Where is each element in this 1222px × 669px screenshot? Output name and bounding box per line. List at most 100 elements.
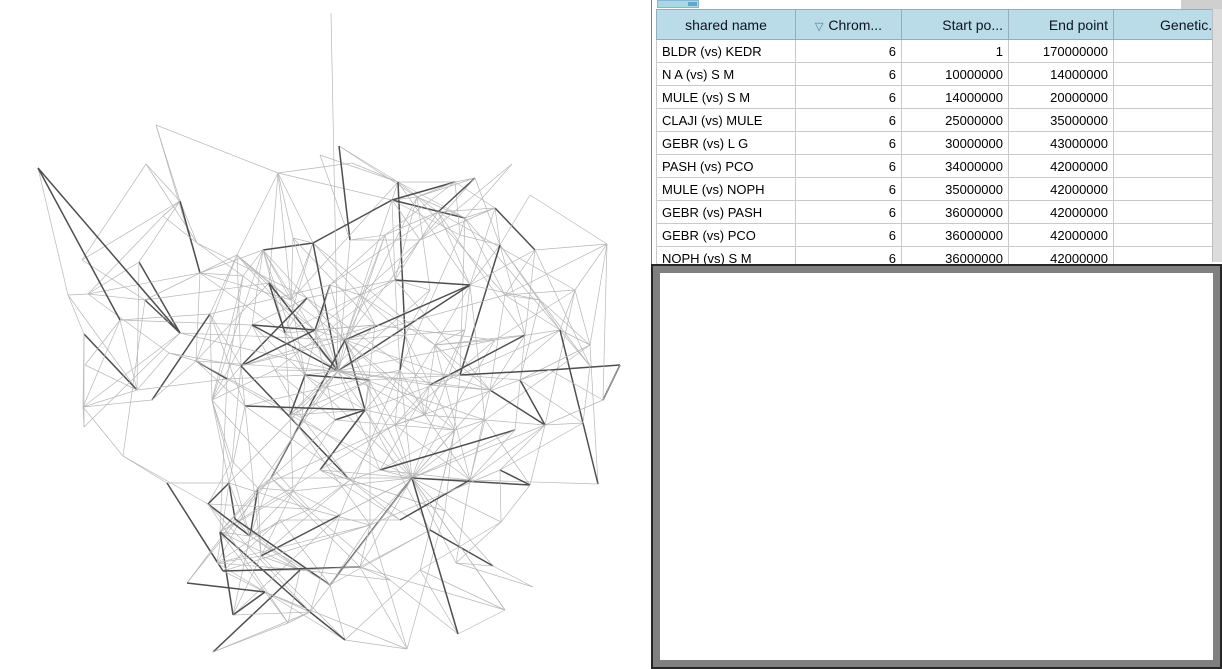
table-cell: 11.4 bbox=[1113, 154, 1222, 178]
network-edge bbox=[304, 374, 366, 411]
table-cell: MULE (vs) S M bbox=[656, 85, 796, 109]
network-edge bbox=[544, 422, 584, 426]
network-edge bbox=[319, 409, 366, 471]
network-edge bbox=[534, 249, 591, 367]
network-edge bbox=[67, 294, 85, 335]
network-edge bbox=[539, 299, 591, 367]
network-edge bbox=[87, 293, 170, 354]
network-edge bbox=[312, 199, 393, 244]
column-header-0[interactable]: shared name bbox=[656, 9, 796, 40]
network-edge bbox=[301, 374, 306, 419]
table-row[interactable]: GEBR (vs) L G6300000004300000016.9 bbox=[656, 131, 1222, 155]
network-edge bbox=[216, 524, 371, 564]
network-edge bbox=[260, 555, 301, 571]
network-edge bbox=[289, 414, 413, 479]
network-edge bbox=[314, 294, 361, 331]
network-edge bbox=[231, 460, 259, 489]
table-row[interactable]: GEBR (vs) PCO636000000420000008.4 bbox=[656, 223, 1222, 247]
network-edge bbox=[270, 417, 303, 479]
network-edge bbox=[469, 479, 599, 485]
network-edge bbox=[186, 477, 272, 584]
network-edge bbox=[349, 469, 381, 481]
network-edge bbox=[419, 569, 459, 635]
network-edge bbox=[419, 429, 456, 571]
network-edge bbox=[242, 275, 316, 331]
network-edge bbox=[411, 477, 457, 564]
network-edge bbox=[519, 344, 591, 381]
table-row[interactable]: BLDR (vs) KEDR61170000000192.0 bbox=[656, 39, 1222, 63]
table-row[interactable]: MULE (vs) NOPH6350000004200000010.5 bbox=[656, 177, 1222, 201]
network-edge bbox=[464, 163, 513, 219]
network-edge bbox=[424, 414, 471, 481]
network-edge bbox=[151, 313, 211, 401]
network-edge bbox=[329, 284, 361, 296]
network-edge bbox=[289, 324, 376, 416]
network-edge bbox=[602, 364, 621, 401]
network-edge bbox=[82, 399, 153, 408]
table-row[interactable]: GEBR (vs) PASH636000000420000008.9 bbox=[656, 200, 1222, 224]
network-edge bbox=[394, 279, 431, 291]
table-row[interactable]: NOPH (vs) S M636000000420000009.9 bbox=[656, 246, 1222, 270]
network-edge bbox=[207, 503, 311, 510]
network-edge bbox=[257, 370, 339, 489]
network-edge bbox=[136, 378, 228, 391]
table-cell: 170000000 bbox=[1008, 39, 1114, 63]
network-edge bbox=[196, 242, 244, 277]
network-edge bbox=[459, 217, 466, 236]
network-edge bbox=[499, 424, 546, 471]
table-row[interactable]: N A (vs) S M610000000140000006.6 bbox=[656, 62, 1222, 86]
table-header-row: shared name ▽ Chrom... Start po... End point… bbox=[656, 9, 1222, 40]
table-cell: MULE (vs) NOPH bbox=[656, 177, 796, 201]
network-edge bbox=[337, 370, 486, 421]
table-cell: GEBR (vs) L G bbox=[656, 131, 796, 155]
network-edge bbox=[260, 479, 351, 557]
network-edge bbox=[394, 414, 426, 426]
network-edge bbox=[369, 374, 461, 381]
network-edge bbox=[374, 324, 496, 341]
network-edge bbox=[379, 469, 471, 481]
network-edge bbox=[249, 535, 301, 571]
network-edge bbox=[504, 249, 536, 296]
network-edge bbox=[344, 569, 421, 641]
network-edge bbox=[81, 259, 146, 301]
column-header-4[interactable]: Genetic... bbox=[1113, 9, 1222, 40]
network-edge bbox=[444, 374, 461, 512]
network-edge bbox=[136, 352, 170, 391]
column-header-2[interactable]: Start po... bbox=[901, 9, 1009, 40]
network-edge bbox=[211, 399, 251, 537]
network-edge bbox=[559, 329, 591, 346]
table-row[interactable]: MULE (vs) S M614000000200000007.5 bbox=[656, 85, 1222, 109]
network-edge bbox=[219, 487, 259, 533]
network-edge bbox=[419, 177, 476, 241]
filter-icon[interactable]: ▽ bbox=[814, 20, 824, 33]
network-edge bbox=[344, 339, 456, 431]
network-edge bbox=[211, 369, 276, 401]
table-cell: GEBR (vs) PASH bbox=[656, 200, 796, 224]
table-scrollbar[interactable] bbox=[1212, 9, 1222, 262]
network-edge bbox=[329, 584, 346, 641]
network-edge bbox=[301, 370, 339, 419]
network-edge bbox=[419, 569, 506, 611]
network-edge bbox=[429, 384, 491, 391]
network-edge bbox=[309, 611, 346, 641]
column-header-1[interactable]: ▽ Chrom... bbox=[795, 9, 902, 40]
network-edge bbox=[351, 162, 399, 183]
network-edge bbox=[455, 562, 534, 588]
network-edge bbox=[260, 514, 341, 557]
network-edge bbox=[67, 293, 89, 296]
table-cell: 16.9 bbox=[1113, 131, 1222, 155]
network-edge bbox=[136, 261, 140, 391]
column-header-3[interactable]: End point bbox=[1008, 9, 1114, 40]
table-tab-stub[interactable] bbox=[657, 0, 699, 8]
network-edge bbox=[391, 199, 466, 219]
table-cell: 42000000 bbox=[1008, 223, 1114, 247]
network-edge bbox=[270, 477, 361, 568]
network-edge bbox=[262, 242, 314, 251]
table-row[interactable]: PASH (vs) PCO6340000004200000011.4 bbox=[656, 154, 1222, 178]
table-row[interactable]: CLAJI (vs) MULE625000000350000005.9 bbox=[656, 108, 1222, 132]
network-edge bbox=[489, 389, 546, 426]
network-edge bbox=[195, 360, 303, 419]
table-cell: BLDR (vs) KEDR bbox=[656, 39, 796, 63]
network-edge bbox=[411, 477, 502, 523]
table-cell: 14000000 bbox=[1008, 62, 1114, 86]
